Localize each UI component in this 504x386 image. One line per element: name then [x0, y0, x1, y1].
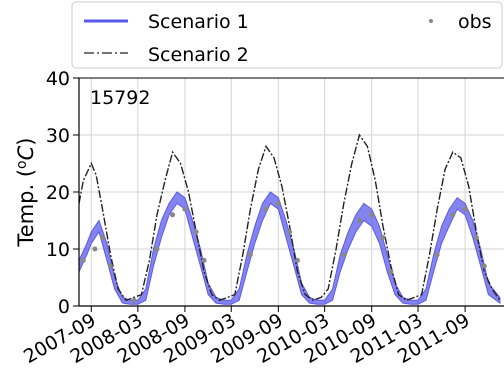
obs-point: [92, 246, 98, 252]
obs-point: [388, 269, 394, 275]
obs-point: [369, 212, 375, 218]
legend-label-scenario-1: Scenario 1: [148, 11, 249, 33]
obs-point: [263, 206, 269, 212]
obs-point: [356, 218, 362, 223]
axes: [73, 77, 504, 312]
legend-label-obs: obs: [458, 11, 492, 33]
series-layer: [78, 133, 501, 305]
obs-point: [450, 212, 456, 218]
obs-point: [481, 263, 487, 269]
y-axis-label-unit: C: [14, 145, 38, 160]
obs-point: [462, 206, 468, 212]
y-tick-labels: 0 10 20 30 40: [46, 68, 70, 318]
y-tick-label: 40: [46, 68, 70, 90]
y-tick-label: 20: [46, 182, 70, 204]
legend-label-scenario-2: Scenario 2: [148, 44, 249, 66]
obs-point: [170, 212, 176, 218]
obs-point: [473, 235, 479, 241]
obs-point: [247, 252, 253, 258]
obs-point: [100, 235, 105, 241]
legend: Scenario 1 Scenario 2 obs: [71, 1, 503, 69]
y-tick-label: 30: [46, 125, 70, 147]
obs-point: [154, 246, 160, 252]
y-axis-label-suffix: ): [14, 138, 38, 146]
obs-point: [80, 257, 86, 263]
obs-point: [108, 263, 113, 269]
obs-point: [182, 206, 188, 212]
obs-point: [193, 229, 199, 235]
obs-point: [287, 229, 293, 235]
station-id-annotation: 15792: [90, 87, 150, 109]
obs-point: [434, 252, 440, 258]
legend-swatch-obs: [429, 19, 433, 23]
obs-point: [275, 200, 281, 206]
legend-frame: [71, 1, 503, 69]
y-tick-label: 0: [58, 296, 70, 318]
y-tick-label: 10: [46, 239, 70, 261]
obs-point: [341, 252, 347, 258]
y-axis-label: Temp. (oC): [14, 138, 38, 248]
obs-point: [295, 257, 300, 263]
y-axis-label-degree: o: [14, 160, 30, 169]
obs-point: [380, 235, 386, 241]
x-tick-labels: 2007-092008-032008-092009-032009-092010-…: [20, 309, 474, 368]
series-band-scenario-1: [78, 191, 501, 305]
obs-point: [201, 257, 207, 263]
y-axis-label-prefix: Temp. (: [14, 169, 38, 248]
series-line-scenario-2: [78, 133, 501, 302]
obs-point: [131, 297, 137, 303]
